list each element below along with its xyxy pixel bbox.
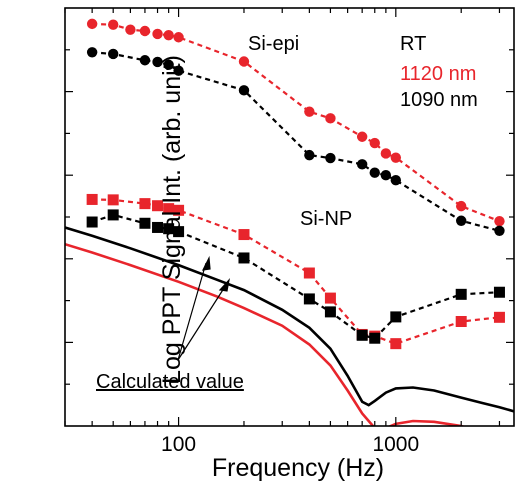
- data-point: [455, 316, 467, 327]
- si-np-label: Si-NP: [300, 208, 352, 230]
- data-point: [152, 221, 164, 233]
- data-point: [86, 47, 98, 58]
- data-point: [325, 152, 336, 164]
- data-point: [356, 159, 368, 170]
- data-point: [152, 56, 163, 68]
- legend-entry-1090nm: 1090 nm: [400, 89, 478, 111]
- data-point: [107, 209, 119, 221]
- series-5: [65, 242, 466, 426]
- data-point: [369, 137, 380, 149]
- data-point: [456, 200, 467, 212]
- data-point: [494, 225, 505, 236]
- data-point: [390, 152, 402, 163]
- calculated-value-label: Calculated value: [96, 371, 244, 393]
- data-point: [493, 311, 505, 323]
- series-4: [65, 226, 514, 413]
- data-point: [303, 293, 315, 305]
- data-point: [356, 329, 368, 341]
- data-point: [324, 306, 336, 318]
- series-line: [92, 198, 500, 345]
- series-line: [65, 242, 466, 426]
- arrow-line-red: [177, 284, 227, 361]
- data-point: [86, 193, 98, 205]
- arrow-head-black: [201, 255, 211, 271]
- data-point: [455, 288, 467, 300]
- axis-ticks: [64, 8, 514, 426]
- data-point: [139, 25, 151, 37]
- data-point: [107, 19, 119, 30]
- x-axis-label: Frequency (Hz): [212, 454, 384, 482]
- data-point: [356, 131, 368, 142]
- data-point: [163, 59, 174, 71]
- data-point: [238, 85, 250, 96]
- data-point: [238, 56, 250, 67]
- series-line: [65, 226, 514, 413]
- data-point: [369, 332, 381, 344]
- data-point: [380, 148, 392, 159]
- data-point: [163, 29, 174, 41]
- series-0: [86, 18, 505, 227]
- data-point: [390, 311, 402, 323]
- data-point: [304, 106, 315, 117]
- data-point: [456, 215, 467, 226]
- data-point: [380, 170, 392, 181]
- data-point: [163, 203, 175, 215]
- x-tick-labels: 100 1000: [161, 433, 419, 456]
- data-point: [238, 252, 250, 264]
- arrow-line-black: [177, 262, 207, 361]
- data-point: [173, 65, 184, 76]
- data-point: [86, 216, 98, 228]
- calculated-value-arrows: [177, 255, 230, 361]
- series-1: [86, 47, 505, 236]
- data-point: [173, 32, 184, 43]
- data-point: [125, 24, 136, 35]
- data-point: [152, 28, 163, 40]
- data-point: [107, 194, 119, 206]
- data-point: [139, 217, 151, 229]
- legend-entry-1120nm: 1120 nm: [400, 63, 476, 85]
- x-tick-label: 1000: [372, 433, 419, 456]
- arrow-head-red: [218, 278, 230, 292]
- legend-title: RT: [400, 33, 426, 55]
- data-layer: [65, 18, 514, 426]
- data-point: [324, 292, 336, 304]
- data-point: [173, 226, 185, 238]
- data-point: [390, 175, 402, 186]
- data-point: [304, 149, 315, 161]
- data-point: [163, 223, 175, 235]
- si-epi-label: Si-epi: [248, 33, 299, 55]
- series-line: [92, 22, 500, 223]
- data-point: [238, 229, 250, 241]
- data-point: [390, 338, 402, 350]
- data-point: [139, 198, 151, 210]
- y-axis-label: Log PPT Signal Int. (arb. unit): [157, 55, 186, 384]
- data-point: [107, 48, 119, 60]
- data-point: [86, 18, 98, 30]
- data-point: [152, 200, 164, 212]
- data-point: [369, 167, 380, 178]
- data-point: [493, 286, 505, 298]
- x-tick-label: 100: [161, 433, 196, 456]
- data-point: [173, 204, 185, 216]
- data-point: [303, 267, 315, 279]
- data-point: [494, 215, 505, 227]
- data-point: [139, 55, 151, 66]
- series-3: [86, 209, 505, 344]
- data-point: [325, 113, 336, 124]
